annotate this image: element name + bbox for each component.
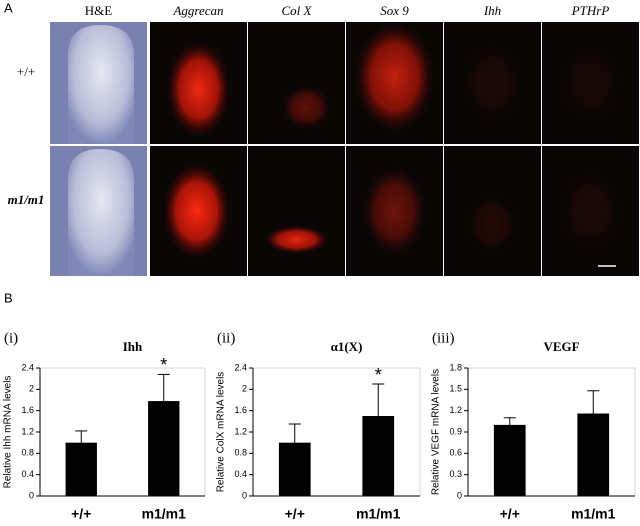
y-axis-label: Relative ColX mRNA levels: [216, 372, 227, 493]
y-tick-label: 0.4: [21, 469, 34, 479]
stain: [264, 225, 329, 254]
y-tick-label: 1.2: [234, 426, 247, 436]
panel-label: A: [4, 0, 13, 15]
panel-number: (ii): [217, 330, 235, 346]
y-tick-label: 2.4: [21, 362, 34, 372]
x-tick-label: +/+: [71, 506, 91, 522]
micrograph-tissue: [68, 149, 134, 276]
stain: [560, 43, 621, 123]
chart-title: α1(X): [331, 339, 363, 354]
row-label: +/+: [17, 64, 35, 79]
y-tick-label: 1.2: [21, 426, 34, 436]
y-tick-label: 1.8: [449, 362, 462, 372]
column-header: PTHrP: [571, 3, 610, 18]
y-tick-label: 0: [29, 490, 34, 500]
micrograph-tissue: [68, 25, 134, 144]
bar: [362, 416, 395, 496]
significance-marker: *: [160, 355, 167, 375]
stain: [166, 41, 231, 138]
row-label: m1/m1: [8, 192, 45, 207]
bar: [493, 424, 526, 496]
y-tick-label: 1.6: [21, 405, 34, 415]
stain: [281, 85, 332, 130]
plot-frame: [39, 367, 206, 497]
y-tick-label: 0.8: [234, 448, 247, 458]
y-tick-label: 2.4: [234, 362, 247, 372]
stain: [162, 163, 231, 259]
bar: [65, 442, 97, 496]
y-tick-label: 1.6: [234, 405, 247, 415]
panel-number: (i): [4, 330, 18, 346]
y-tick-label: 0: [242, 490, 247, 500]
y-tick-label: 0.6: [449, 448, 462, 458]
y-tick-label: 1.5: [449, 384, 462, 394]
y-axis-label: Relative VEGF mRNA levels: [431, 369, 442, 495]
bar: [148, 401, 180, 496]
y-tick-label: 0.3: [449, 469, 462, 479]
plot-frame: [252, 367, 421, 497]
y-axis-label: Relative Ihh mRNA levels: [3, 376, 14, 489]
x-tick-label: m1/m1: [356, 506, 401, 522]
bar: [278, 442, 311, 496]
bar: [577, 413, 610, 496]
chart-title: Ihh: [123, 339, 143, 354]
y-tick-label: 2: [29, 384, 34, 394]
y-tick-label: 0.8: [21, 448, 34, 458]
column-header: Sox 9: [380, 3, 409, 18]
y-tick-label: 0.4: [234, 469, 247, 479]
x-tick-label: +/+: [285, 506, 305, 522]
y-tick-label: 2: [242, 384, 247, 394]
micrograph: [248, 146, 345, 276]
column-header: Col X: [282, 3, 313, 18]
stain: [354, 21, 435, 132]
stain: [362, 166, 427, 256]
y-tick-label: 1.2: [449, 405, 462, 415]
stain: [560, 171, 621, 251]
column-header: Ihh: [483, 3, 501, 18]
column-header: Aggrecan: [172, 3, 223, 18]
x-tick-label: m1/m1: [571, 506, 616, 522]
x-tick-label: m1/m1: [142, 506, 187, 522]
column-header: H&E: [85, 3, 113, 18]
y-tick-label: 0.9: [449, 426, 462, 436]
panel-number: (iii): [432, 330, 455, 346]
chart-title: VEGF: [543, 339, 579, 354]
y-tick-label: 0: [457, 490, 462, 500]
plot-frame: [467, 367, 636, 497]
panel-label: B: [4, 290, 13, 305]
x-tick-label: +/+: [500, 506, 520, 522]
stain: [467, 194, 518, 254]
significance-marker: *: [375, 365, 382, 385]
stain: [462, 43, 523, 123]
